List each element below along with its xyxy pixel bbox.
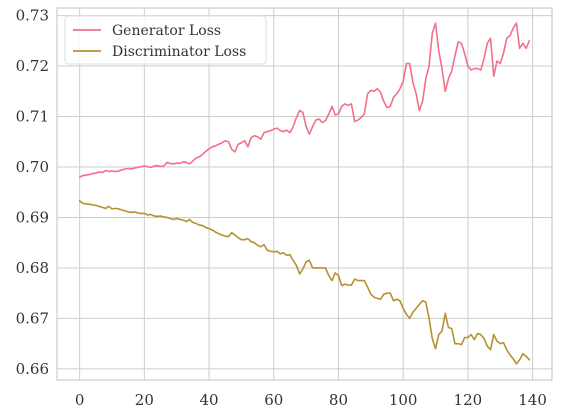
series-lines	[78, 22, 531, 365]
y-tick-label: 0.70	[16, 158, 49, 176]
x-tick-label: 120	[454, 391, 483, 409]
tick-labels: 0 20 40 60 80 100 120 140 0.66 0.67 0.68 0.69 0.70 0.…	[16, 7, 547, 409]
x-tick-label: 140	[518, 391, 547, 409]
y-tick-label: 0.71	[16, 108, 49, 126]
x-tick-label: 80	[329, 391, 348, 409]
y-tick-label: 0.69	[16, 208, 49, 226]
series-line-discriminator-loss	[78, 200, 531, 365]
plot-border	[56, 7, 553, 381]
x-tick-label: 100	[389, 391, 418, 409]
y-tick-label: 0.67	[16, 309, 49, 327]
y-tick-label: 0.73	[16, 7, 49, 25]
axes-frame	[56, 7, 553, 381]
grid	[57, 8, 552, 380]
series-line-generator-loss	[78, 22, 531, 178]
x-tick-label: 20	[135, 391, 154, 409]
x-tick-label: 40	[200, 391, 219, 409]
legend-label-generator-loss: Generator Loss	[112, 23, 221, 39]
y-tick-label: 0.68	[16, 259, 49, 277]
y-tick-label: 0.66	[16, 360, 49, 378]
x-tick-label: 60	[264, 391, 283, 409]
legend-box	[64, 15, 267, 65]
y-tick-label: 0.72	[16, 57, 49, 75]
legend: Generator Loss Discriminator Loss	[64, 15, 267, 65]
legend-label-discriminator-loss: Discriminator Loss	[112, 44, 246, 60]
x-tick-label: 0	[75, 391, 85, 409]
